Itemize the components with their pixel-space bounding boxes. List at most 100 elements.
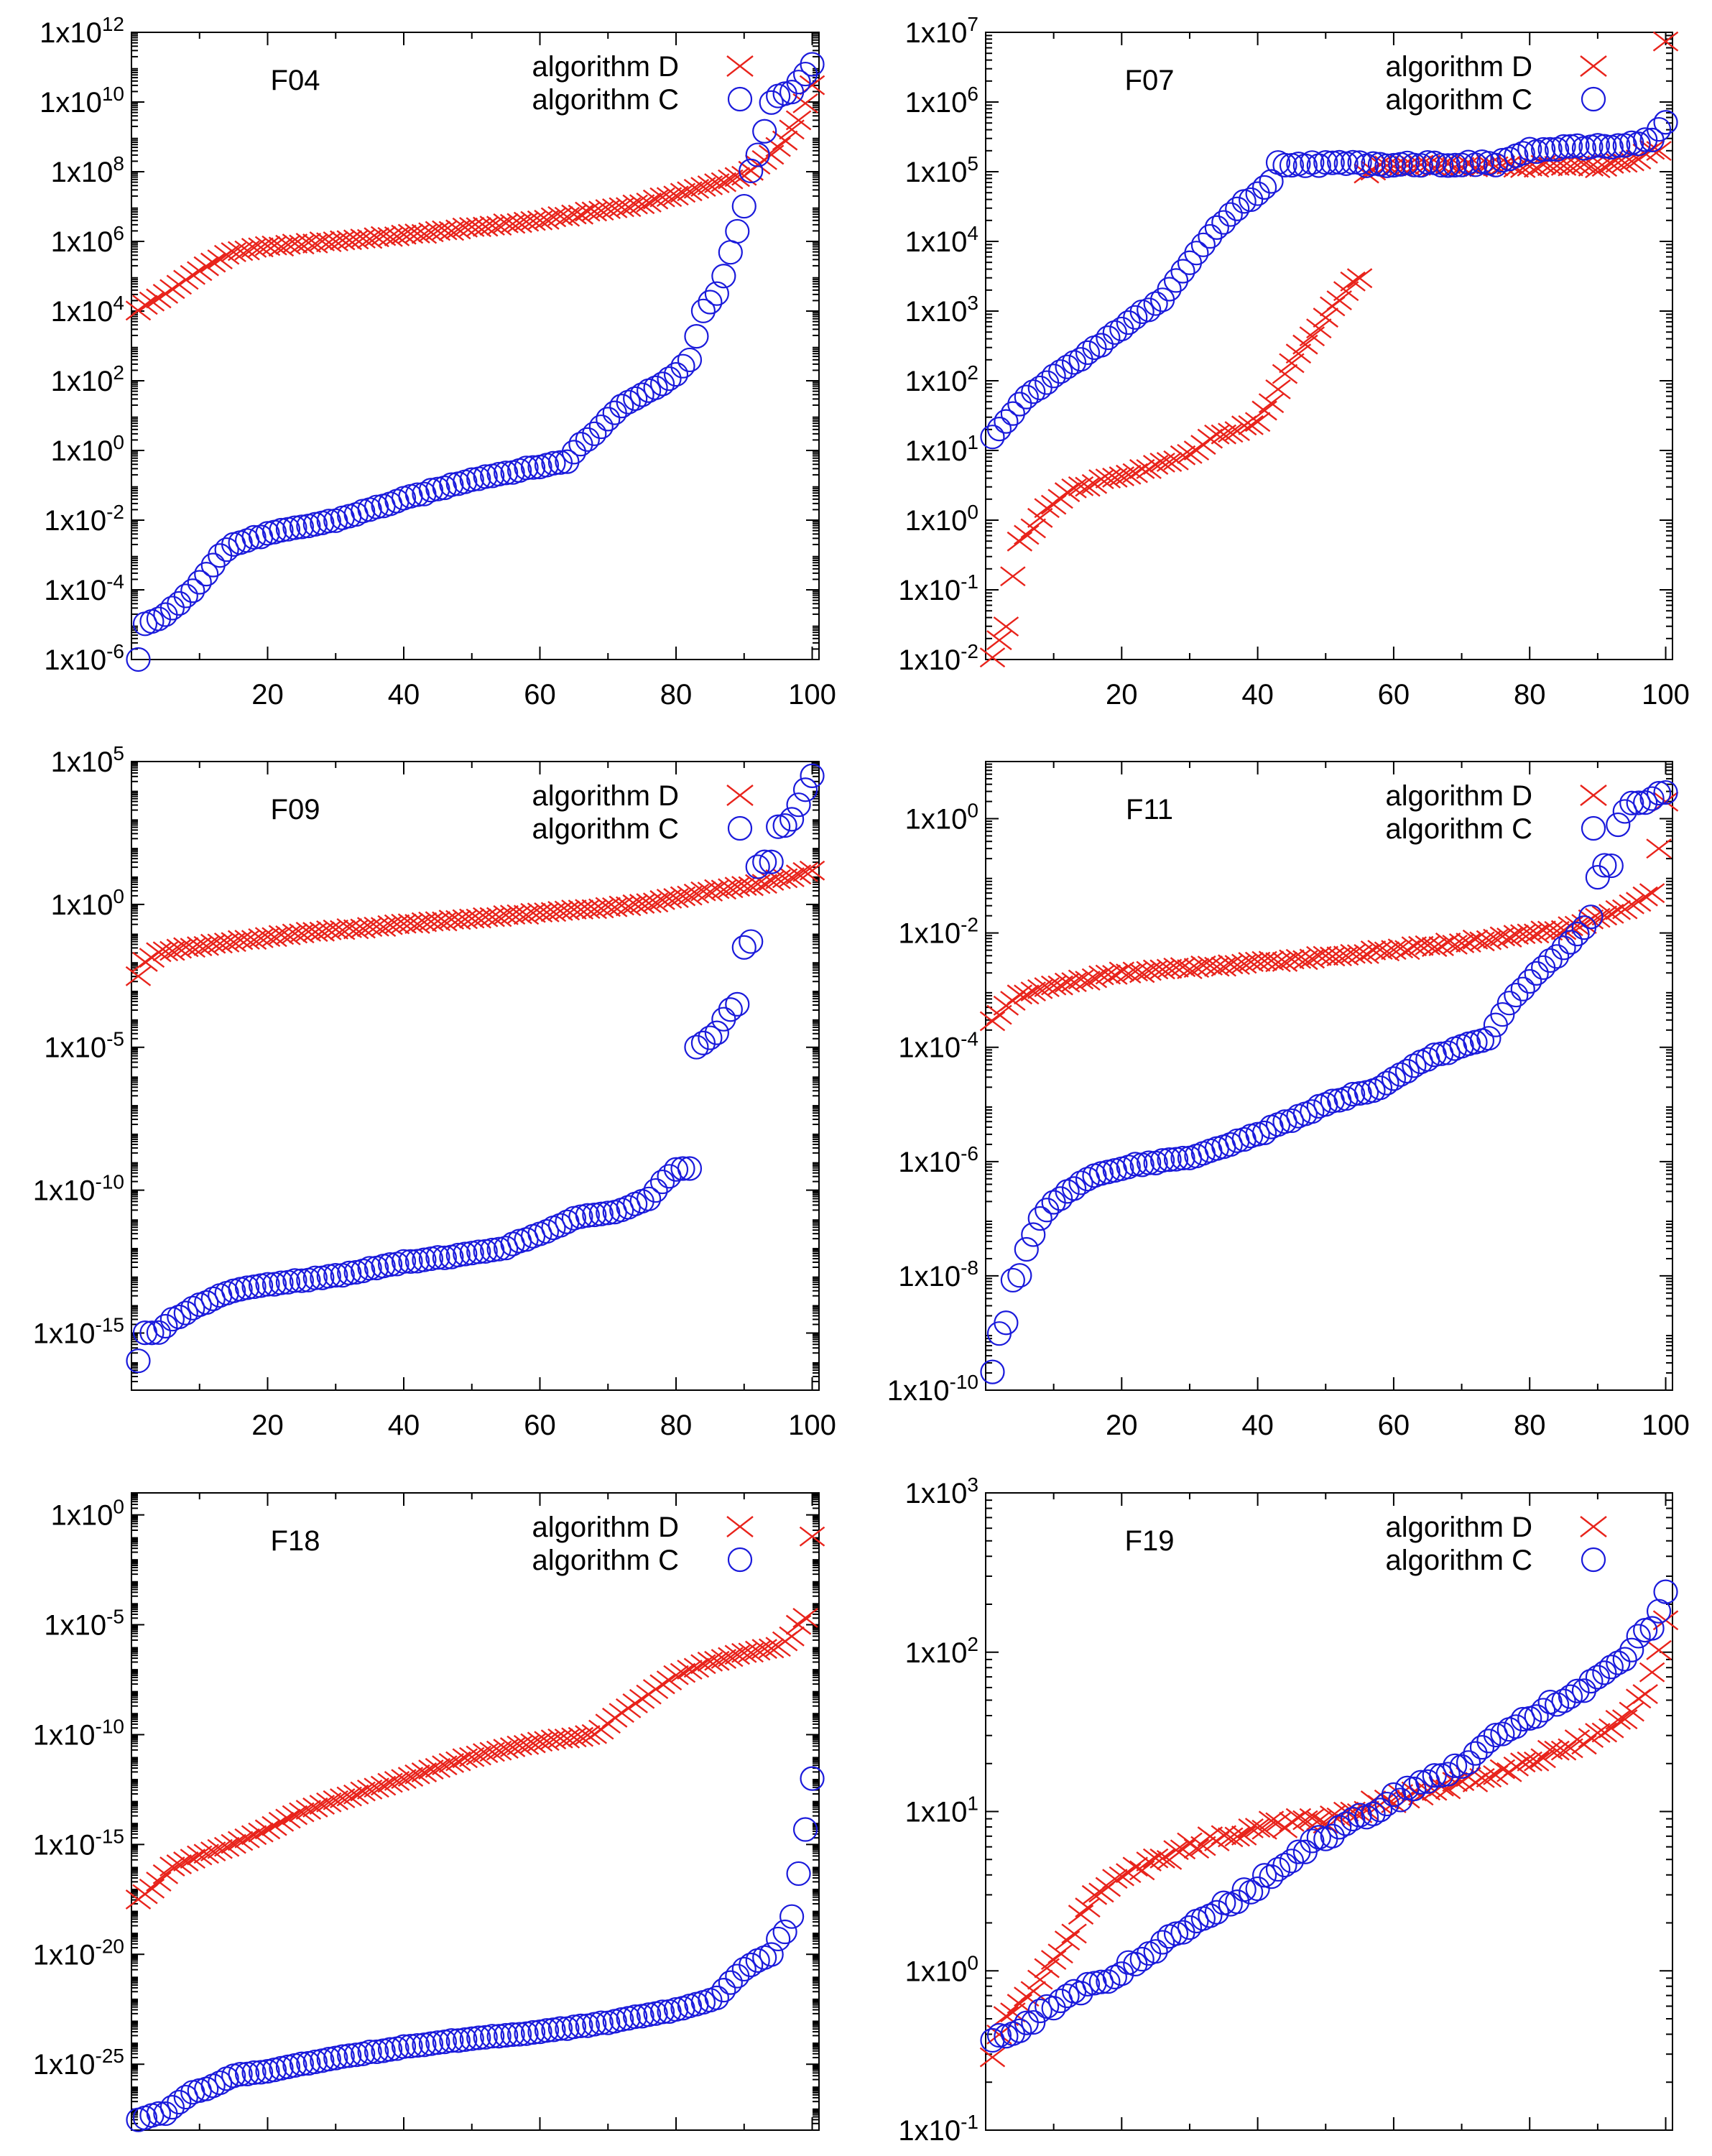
data-point-x [1122, 463, 1148, 484]
cross-stroke [1462, 929, 1489, 950]
y-tick-label: 1x103 [905, 1473, 978, 1509]
y-tick-exponent: 1 [967, 1792, 978, 1815]
cross-stroke [1163, 1840, 1189, 1861]
data-point-o [1027, 1206, 1052, 1231]
panel-title: F18 [271, 1525, 320, 1557]
cross-stroke [1020, 1981, 1046, 2002]
y-tick-label: 1x101 [905, 431, 978, 467]
plot-frame [131, 761, 820, 1391]
series-algorithm-c [126, 763, 825, 1374]
cross-stroke [690, 1654, 716, 1675]
series-algorithm-d [125, 1526, 825, 1910]
data-point-o [1544, 1692, 1570, 1717]
data-point-o [1027, 375, 1052, 401]
y-tick-mantissa: 1x10 [51, 1500, 114, 1532]
cross-stroke [704, 1650, 730, 1671]
data-point-o [1354, 1805, 1379, 1830]
data-point-x [159, 940, 185, 961]
data-point-o [269, 517, 294, 543]
data-point-o [663, 1997, 689, 2022]
data-point-x [1034, 498, 1060, 519]
data-point-x [1394, 940, 1420, 961]
data-point-o [1102, 320, 1127, 345]
y-tick-exponent: -20 [96, 1935, 124, 1957]
data-point-o [786, 1861, 811, 1887]
data-point-o [731, 935, 756, 960]
cross-stroke [173, 1851, 199, 1872]
data-point-o [418, 2031, 444, 2056]
data-point-x [711, 172, 737, 193]
data-point-o [1014, 1236, 1039, 1262]
cross-stroke [1367, 940, 1393, 961]
cross-stroke [343, 229, 369, 250]
data-point-o [1551, 935, 1576, 961]
data-point-o [1558, 1684, 1583, 1709]
data-point-x [1190, 1836, 1216, 1856]
data-point-x [1211, 424, 1237, 445]
data-point-o [241, 1274, 267, 1300]
cross-stroke [1306, 318, 1332, 339]
cross-stroke [1652, 31, 1679, 52]
x-tick-label: 60 [524, 1410, 556, 1441]
cross-stroke [1190, 1836, 1216, 1856]
legend-label: algorithm D [532, 1512, 679, 1543]
y-tick-exponent: -5 [106, 1606, 124, 1628]
plot-frame [131, 32, 820, 660]
data-point-x [302, 1797, 328, 1818]
cross-stroke [979, 2047, 1006, 2068]
cross-stroke [1306, 945, 1332, 966]
data-point-o [1585, 133, 1610, 158]
cross-stroke [1238, 1818, 1264, 1838]
data-point-o [1000, 1267, 1025, 1293]
data-point-o [1048, 1186, 1073, 1211]
y-tick-label: 1x100 [905, 1951, 978, 1987]
data-point-x [1585, 1723, 1611, 1743]
data-point-o [1402, 1776, 1427, 1802]
data-point-o [1551, 134, 1576, 159]
data-point-o [643, 1178, 668, 1203]
data-point-o [690, 298, 716, 323]
data-point-x [1381, 940, 1407, 961]
data-point-o [1415, 1047, 1440, 1072]
cross-stroke [568, 899, 594, 920]
data-point-o [1055, 1984, 1080, 2009]
data-point-x [1591, 157, 1618, 177]
cross-stroke [159, 940, 185, 961]
data-point-o [1007, 2018, 1032, 2043]
data-point-o [1075, 1971, 1101, 1997]
data-point-o [786, 792, 811, 818]
data-point-x [993, 616, 1019, 637]
data-point-o [228, 2062, 253, 2087]
cross-stroke [718, 169, 744, 190]
y-tick-mantissa: 1x10 [905, 87, 968, 119]
cross-stroke [1102, 1869, 1128, 1889]
data-point-x [282, 1805, 308, 1826]
data-point-x [738, 1642, 764, 1663]
data-point-o [575, 427, 600, 452]
data-point-o [752, 119, 777, 144]
data-point-o [126, 647, 151, 672]
cross-stroke [704, 879, 730, 899]
y-tick-exponent: 5 [113, 742, 124, 764]
data-point-o [1225, 1889, 1250, 1915]
data-point-o [1068, 347, 1093, 372]
cross-stroke [1605, 899, 1632, 920]
data-point-x [1218, 422, 1244, 443]
cross-stroke [1211, 1825, 1237, 1846]
y-tick-label: 1x100 [905, 800, 978, 836]
data-point-x [792, 1607, 818, 1628]
data-point-o [1061, 1176, 1087, 1201]
panel-title: F11 [1126, 794, 1173, 825]
data-point-x [1102, 1869, 1128, 1889]
y-tick-exponent: -6 [106, 640, 124, 662]
data-point-x [262, 235, 287, 256]
data-point-o [609, 394, 634, 419]
cross-stroke [1605, 1710, 1632, 1730]
y-tick-exponent: -4 [961, 1028, 978, 1050]
data-point-x [295, 1800, 322, 1820]
data-point-o [663, 361, 689, 387]
data-point-o [1633, 127, 1658, 152]
y-tick-exponent: 1 [967, 431, 978, 453]
